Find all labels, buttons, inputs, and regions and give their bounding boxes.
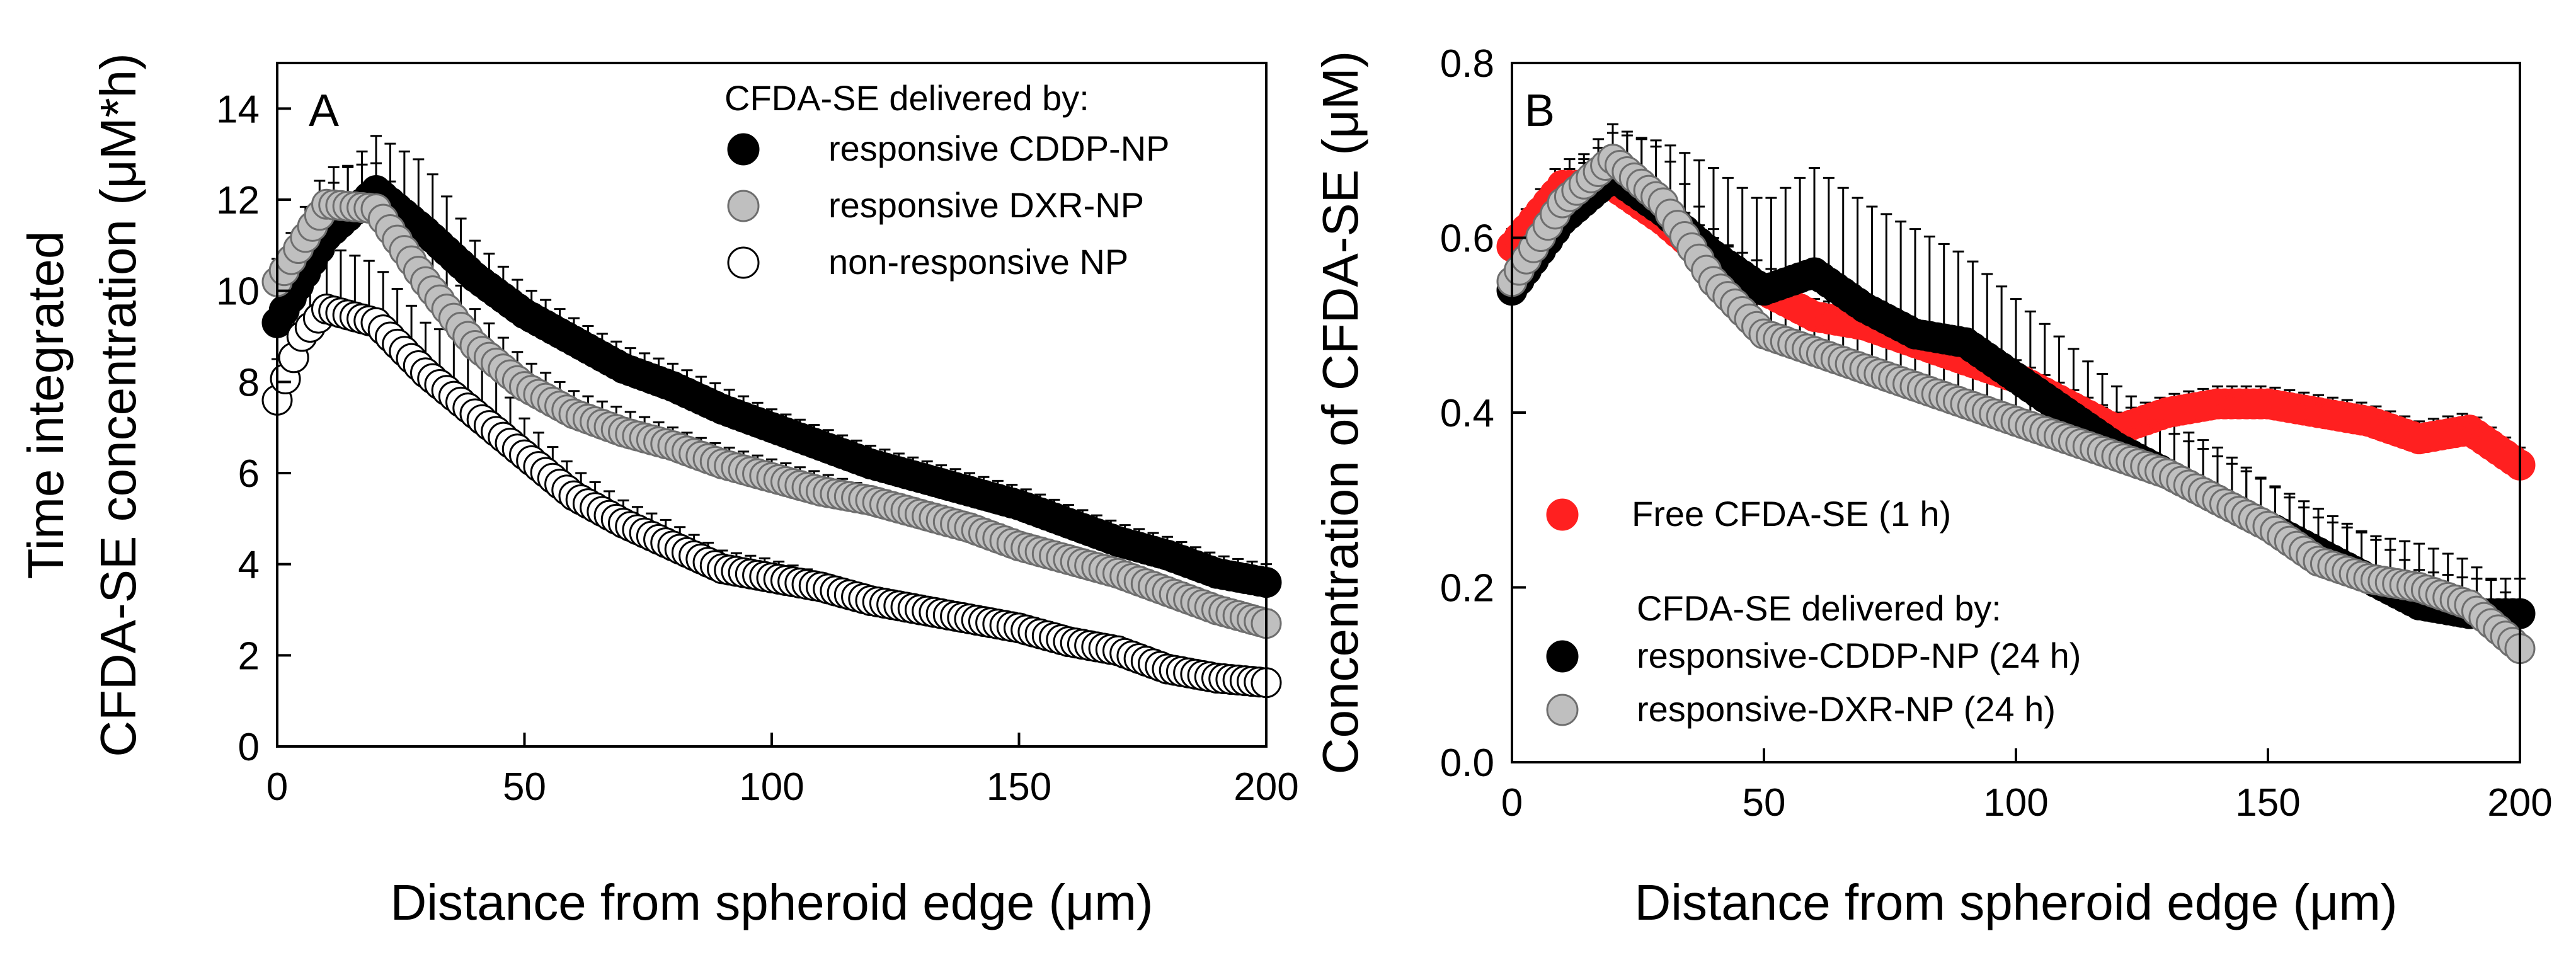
a-y-tick-label: 10: [216, 270, 260, 314]
panel-a-ticks: 0 50 100 150 200 0 2 4 6 8 10 12 14: [216, 88, 1299, 809]
a-x-tick-label: 0: [266, 765, 288, 809]
b-x-tick-label: 0: [1501, 781, 1523, 825]
a-y-tick-label: 0: [238, 726, 260, 769]
panel-b-y-axis-label: Concentration of CFDA-SE (μM): [1312, 51, 1368, 775]
panel-b-legend: CFDA-SE delivered by: Free CFDA-SE (1 h)…: [1546, 494, 2081, 729]
b-x-tick-label: 50: [1743, 781, 1786, 825]
b-y-tick-label: 0.0: [1440, 741, 1494, 785]
b-x-tick-label: 100: [1983, 781, 2048, 825]
legend-marker-responsive-dxr-np: [727, 190, 760, 222]
a-y-tick-label: 2: [238, 634, 260, 678]
legend-marker-responsive-cddp-np: [727, 133, 760, 166]
b-x-tick-label: 150: [2235, 781, 2300, 825]
legend-label-free-cfda-se-1-h: Free CFDA-SE (1 h): [1632, 494, 1951, 534]
panel-a-label: A: [309, 86, 339, 136]
panel-b-label: B: [1525, 86, 1555, 136]
panel-a-x-axis-label: Distance from spheroid edge (μm): [390, 874, 1153, 930]
a-y-tick-label: 6: [238, 452, 260, 496]
legend-marker-free-cfda-se-1-h: [1546, 498, 1579, 531]
b-y-tick-label: 0.2: [1440, 567, 1494, 610]
a-y-tick-label: 14: [216, 88, 260, 131]
b-y-tick-label: 0.6: [1440, 217, 1494, 261]
panel-a-y-axis-label-line1: Time integrated: [18, 231, 74, 580]
panel-a-y-axis-label-line2: CFDA-SE concentration (μM*h): [90, 53, 146, 757]
panel-a-chart: 0 50 100 150 200 0 2 4 6 8 10 12 14 A Distance from …: [18, 53, 1299, 930]
legend-label-responsive-dxr-np: responsive DXR-NP: [828, 185, 1144, 225]
panel-b-points: [1496, 144, 2536, 665]
panel-a-legend-title: CFDA-SE delivered by:: [724, 78, 1089, 118]
b-y-tick-label: 0.8: [1440, 42, 1494, 86]
legend-marker-responsive-dxr-np-24-h: [1546, 694, 1579, 726]
panel-b-ticks: 0 50 100 150 200 0.0 0.2 0.4 0.6 0.8: [1440, 42, 2553, 825]
panel-a-points: [261, 175, 1282, 699]
a-x-tick-label: 50: [503, 765, 546, 809]
a-y-tick-label: 8: [238, 361, 260, 404]
legend-label-responsive-cddp-np: responsive CDDP-NP: [828, 129, 1170, 168]
legend-marker-non-responsive-np: [727, 246, 760, 279]
legend-label-responsive-dxr-np-24-h: responsive-DXR-NP (24 h): [1637, 689, 2056, 729]
a-y-tick-label: 12: [216, 179, 260, 222]
panel-b-legend-title: CFDA-SE delivered by:: [1637, 588, 2001, 628]
a-x-tick-label: 150: [987, 765, 1051, 809]
a-y-tick-label: 4: [238, 544, 260, 587]
a-x-tick-label: 100: [739, 765, 804, 809]
legend-label-non-responsive-np: non-responsive NP: [828, 242, 1128, 282]
legend-marker-responsive-cddp-np-24-h: [1546, 640, 1579, 673]
a-x-tick-label: 200: [1234, 765, 1298, 809]
panel-a-legend: CFDA-SE delivered by: responsive CDDP-NP…: [724, 78, 1170, 282]
b-y-tick-label: 0.4: [1440, 392, 1494, 435]
panel-b-x-axis-label: Distance from spheroid edge (μm): [1634, 874, 2397, 930]
legend-label-responsive-cddp-np-24-h: responsive-CDDP-NP (24 h): [1637, 636, 2081, 675]
b-x-tick-label: 200: [2487, 781, 2552, 825]
panel-b-chart: 0 50 100 150 200 0.0 0.2 0.4 0.6 0.8 B Distance f…: [1312, 42, 2553, 930]
